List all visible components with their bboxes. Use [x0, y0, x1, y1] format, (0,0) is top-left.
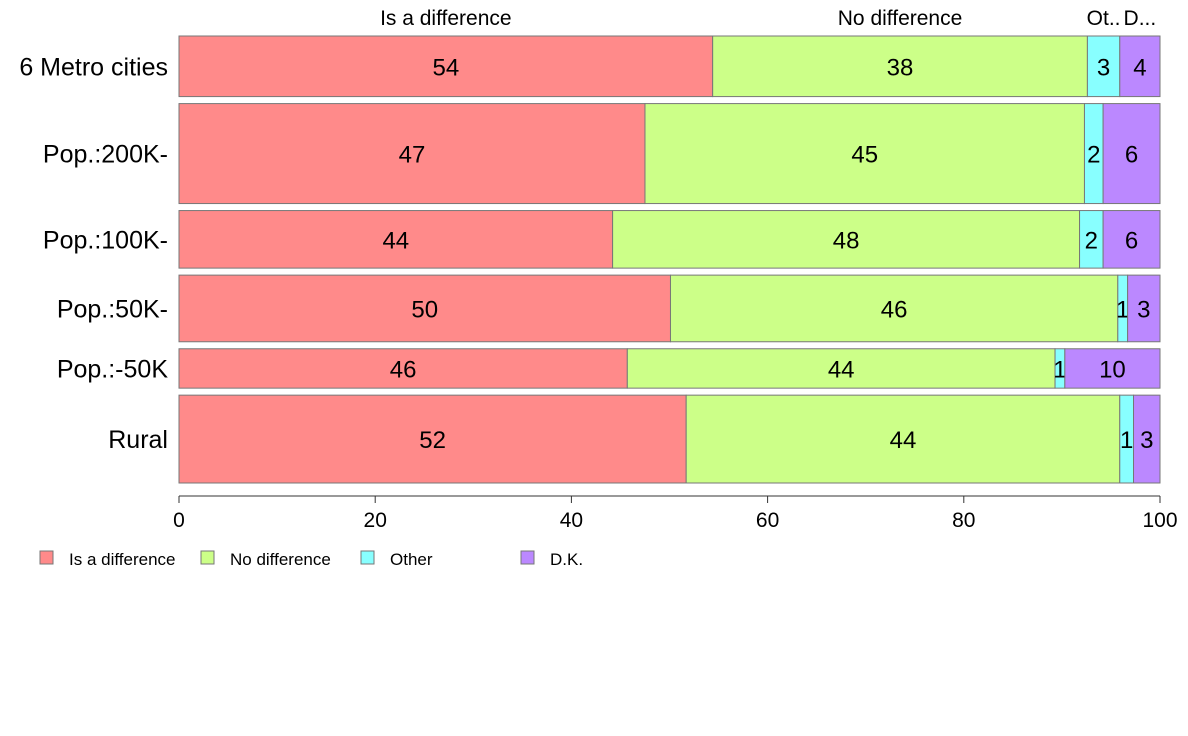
bar-segment — [612, 210, 1081, 269]
data-label: 46 — [881, 296, 908, 323]
category-label: Pop.:200K- — [43, 141, 168, 169]
bar-segment — [178, 103, 646, 205]
bar-segment — [685, 394, 1121, 484]
bar-segment — [178, 35, 714, 98]
data-label: 44 — [828, 356, 855, 383]
data-label: 1 — [1053, 356, 1066, 383]
x-tick-label: 60 — [756, 509, 779, 532]
bar-segment — [1064, 348, 1161, 389]
legend-swatch — [520, 550, 535, 565]
x-tick-label: 40 — [560, 509, 583, 532]
data-label: 6 — [1125, 227, 1138, 254]
bar-segment — [644, 103, 1085, 205]
category-label: Pop.:50K- — [57, 295, 168, 323]
data-label: 48 — [833, 227, 860, 254]
bar-segment — [178, 210, 614, 269]
bar-segment — [178, 348, 628, 389]
bar-segment — [178, 274, 671, 343]
top-series-label: Ot.. — [1087, 7, 1121, 30]
data-label: 38 — [887, 54, 914, 81]
data-label: 2 — [1087, 142, 1100, 169]
data-label: 50 — [411, 296, 438, 323]
bar-segment — [626, 348, 1056, 389]
data-label: 2 — [1085, 227, 1098, 254]
data-label: 44 — [890, 427, 917, 454]
top-series-label: Is a difference — [380, 7, 512, 30]
category-label: Pop.:100K- — [43, 226, 168, 254]
category-label: Rural — [108, 426, 168, 454]
x-tick-label: 0 — [173, 509, 185, 532]
data-label: 45 — [851, 142, 878, 169]
bar-segment — [1133, 394, 1161, 484]
data-label: 1 — [1120, 427, 1133, 454]
category-label: Pop.:-50K — [57, 355, 169, 383]
x-tick-label: 20 — [364, 509, 387, 532]
legend-label: No difference — [230, 550, 331, 569]
data-label: 46 — [390, 356, 417, 383]
data-label: 6 — [1125, 142, 1138, 169]
legend-label: Is a difference — [69, 550, 175, 569]
x-tick-label: 100 — [1142, 509, 1177, 532]
data-label: 10 — [1099, 356, 1126, 383]
x-tick-label: 80 — [952, 509, 975, 532]
legend-label: Other — [390, 550, 433, 569]
data-label: 54 — [432, 54, 459, 81]
bar-segment — [1102, 210, 1161, 269]
top-series-label: No difference — [838, 7, 963, 30]
data-label: 52 — [419, 427, 446, 454]
data-label: 1 — [1116, 296, 1129, 323]
top-series-label: D... — [1124, 7, 1157, 30]
data-label: 3 — [1137, 296, 1150, 323]
category-label: 6 Metro cities — [19, 53, 168, 81]
bar-segment — [669, 274, 1119, 343]
data-label: 47 — [399, 142, 426, 169]
legend-label: D.K. — [550, 550, 583, 569]
bar-segment — [712, 35, 1088, 98]
data-label: 4 — [1133, 54, 1146, 81]
bar-segment — [1102, 103, 1161, 205]
bar-segment — [1127, 274, 1161, 343]
legend-swatch — [200, 550, 215, 565]
bar-segment — [1086, 35, 1121, 98]
legend-swatch — [360, 550, 375, 565]
data-label: 44 — [382, 227, 409, 254]
bar-segment — [1119, 35, 1161, 98]
legend-swatch — [39, 550, 54, 565]
data-label: 3 — [1097, 54, 1110, 81]
bar-segment — [178, 394, 687, 484]
data-label: 3 — [1140, 427, 1153, 454]
